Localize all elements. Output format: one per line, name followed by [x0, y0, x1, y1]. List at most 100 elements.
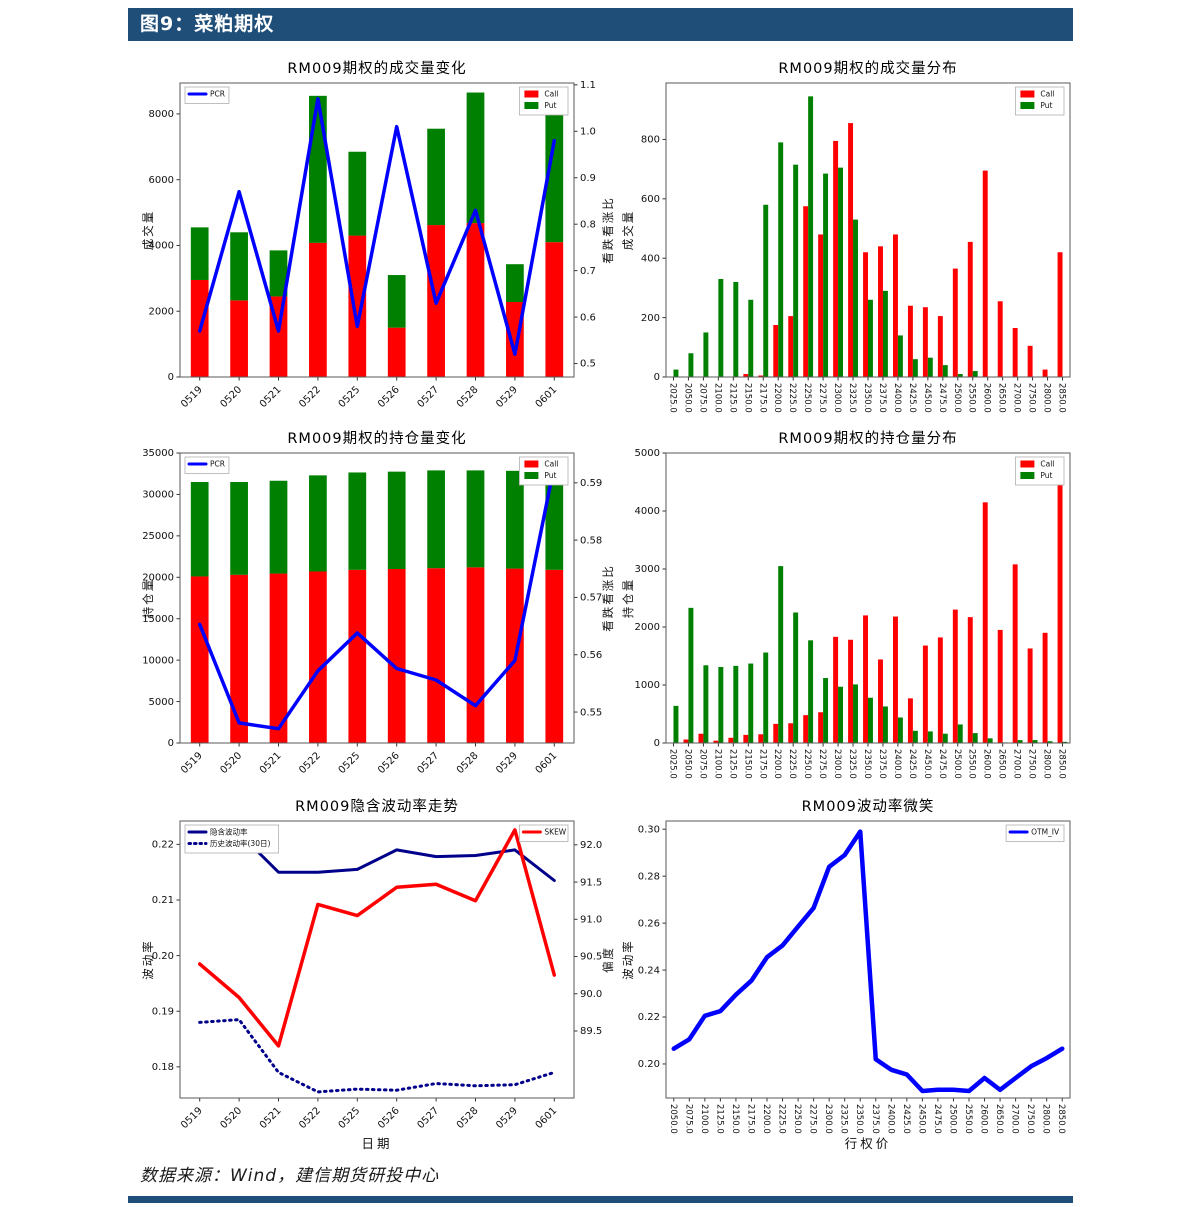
svg-text:0.18: 0.18 — [152, 1062, 174, 1073]
svg-text:91.0: 91.0 — [580, 914, 602, 925]
svg-text:2500.0: 2500.0 — [947, 1104, 957, 1134]
svg-text:0.55: 0.55 — [580, 707, 602, 718]
svg-text:2400.0: 2400.0 — [892, 383, 902, 413]
svg-text:2300.0: 2300.0 — [832, 749, 842, 779]
svg-text:2700.0: 2700.0 — [1012, 383, 1022, 413]
svg-text:90.5: 90.5 — [580, 952, 602, 963]
svg-text:RM009期权的成交量分布: RM009期权的成交量分布 — [778, 59, 957, 77]
svg-text:0528: 0528 — [455, 750, 481, 776]
svg-text:4000: 4000 — [149, 241, 174, 252]
svg-text:0525: 0525 — [337, 384, 363, 410]
svg-text:2275.0: 2275.0 — [817, 749, 827, 779]
svg-text:2850.0: 2850.0 — [1057, 749, 1067, 779]
svg-text:89.5: 89.5 — [580, 1026, 602, 1037]
svg-text:0521: 0521 — [258, 1105, 284, 1131]
svg-text:2450.0: 2450.0 — [916, 1104, 926, 1134]
svg-text:2700.0: 2700.0 — [1012, 749, 1022, 779]
svg-text:2025.0: 2025.0 — [667, 749, 677, 779]
svg-text:2475.0: 2475.0 — [937, 749, 947, 779]
svg-text:2425.0: 2425.0 — [907, 749, 917, 779]
svg-text:2800.0: 2800.0 — [1042, 383, 1052, 413]
svg-text:5000: 5000 — [635, 448, 660, 459]
svg-text:5000: 5000 — [149, 697, 174, 708]
svg-text:0527: 0527 — [415, 750, 441, 776]
svg-text:2025.0: 2025.0 — [667, 383, 677, 413]
svg-text:400: 400 — [641, 253, 660, 264]
svg-text:偏度: 偏度 — [601, 946, 615, 973]
svg-text:0.56: 0.56 — [580, 650, 602, 661]
svg-text:1.0: 1.0 — [580, 127, 596, 138]
svg-text:2100.0: 2100.0 — [712, 749, 722, 779]
svg-text:2400.0: 2400.0 — [892, 749, 902, 779]
svg-text:0.58: 0.58 — [580, 535, 602, 546]
figure-title-bar: 图9：菜粕期权 — [128, 8, 1073, 41]
svg-text:2250.0: 2250.0 — [802, 383, 812, 413]
svg-text:2175.0: 2175.0 — [757, 383, 767, 413]
svg-text:2350.0: 2350.0 — [854, 1104, 864, 1134]
svg-text:2150.0: 2150.0 — [742, 383, 752, 413]
svg-text:0519: 0519 — [179, 750, 205, 776]
svg-text:Call: Call — [1040, 90, 1054, 99]
svg-text:RM009期权的持仓量分布: RM009期权的持仓量分布 — [778, 430, 957, 447]
svg-text:2050.0: 2050.0 — [668, 1104, 678, 1134]
svg-text:2100.0: 2100.0 — [712, 383, 722, 413]
svg-text:0.19: 0.19 — [152, 1006, 174, 1017]
svg-text:0.6: 0.6 — [580, 312, 596, 323]
svg-text:8000: 8000 — [149, 109, 174, 120]
svg-text:2425.0: 2425.0 — [907, 383, 917, 413]
svg-text:0528: 0528 — [455, 1105, 481, 1131]
data-source-text: 数据来源：Wind，建信期货研投中心 — [140, 1166, 440, 1186]
svg-text:Put: Put — [1040, 101, 1052, 110]
svg-text:25000: 25000 — [142, 531, 174, 542]
svg-text:2375.0: 2375.0 — [877, 383, 887, 413]
svg-text:0525: 0525 — [337, 1105, 363, 1131]
svg-text:91.5: 91.5 — [580, 877, 602, 888]
svg-text:PCR: PCR — [210, 90, 225, 99]
svg-text:2550.0: 2550.0 — [963, 1104, 973, 1134]
figure-title: 图9：菜粕期权 — [140, 13, 275, 35]
svg-text:0520: 0520 — [218, 750, 244, 776]
svg-text:2225.0: 2225.0 — [787, 749, 797, 779]
svg-text:2400.0: 2400.0 — [885, 1104, 895, 1134]
svg-text:2500.0: 2500.0 — [952, 383, 962, 413]
svg-text:持仓量: 持仓量 — [621, 578, 635, 619]
svg-text:2275.0: 2275.0 — [817, 383, 827, 413]
svg-text:2375.0: 2375.0 — [877, 749, 887, 779]
svg-text:0.22: 0.22 — [638, 1012, 660, 1023]
svg-text:2650.0: 2650.0 — [997, 749, 1007, 779]
svg-text:RM009期权的持仓量变化: RM009期权的持仓量变化 — [287, 430, 466, 447]
svg-text:0526: 0526 — [376, 1105, 402, 1131]
svg-text:2050.0: 2050.0 — [682, 383, 692, 413]
svg-text:0601: 0601 — [534, 750, 560, 776]
svg-text:0527: 0527 — [415, 384, 441, 410]
svg-text:日期: 日期 — [361, 1136, 392, 1151]
chart-volatility-smile: 2050.0 2075.0 2100.0 2125.0 2150.0 2175.0 2200… — [620, 795, 1080, 1160]
svg-text:2750.0: 2750.0 — [1027, 383, 1037, 413]
svg-text:2325.0: 2325.0 — [847, 383, 857, 413]
svg-text:0.9: 0.9 — [580, 173, 596, 184]
svg-text:波动率: 波动率 — [621, 939, 635, 980]
svg-text:0525: 0525 — [337, 750, 363, 776]
svg-text:0522: 0522 — [297, 384, 323, 410]
svg-text:2475.0: 2475.0 — [932, 1104, 942, 1134]
svg-text:2275.0: 2275.0 — [808, 1104, 818, 1134]
svg-text:1.1: 1.1 — [580, 80, 596, 91]
svg-text:持仓量: 持仓量 — [141, 578, 155, 619]
chart-implied-volatility-trend: 0519 0520 0521 0522 0525 0526 0527 0528 0529 0601… — [140, 795, 620, 1160]
svg-text:0.20: 0.20 — [638, 1059, 660, 1070]
chart-volume-change: 0519 0520 0521 0522 0525 0526 0527 0528 0529 0601… — [140, 57, 620, 425]
svg-text:2550.0: 2550.0 — [967, 383, 977, 413]
svg-text:6000: 6000 — [149, 175, 174, 186]
svg-text:2350.0: 2350.0 — [862, 749, 872, 779]
svg-text:0.28: 0.28 — [638, 871, 660, 882]
svg-text:波动率: 波动率 — [141, 939, 155, 980]
svg-text:2300.0: 2300.0 — [832, 383, 842, 413]
svg-text:2125.0: 2125.0 — [714, 1104, 724, 1134]
svg-text:2600.0: 2600.0 — [979, 1104, 989, 1134]
svg-text:2300.0: 2300.0 — [823, 1104, 833, 1134]
svg-text:10000: 10000 — [142, 655, 174, 666]
svg-text:2800.0: 2800.0 — [1042, 749, 1052, 779]
svg-text:2000: 2000 — [149, 306, 174, 317]
svg-text:0.22: 0.22 — [152, 840, 174, 851]
svg-text:0527: 0527 — [415, 1105, 441, 1131]
